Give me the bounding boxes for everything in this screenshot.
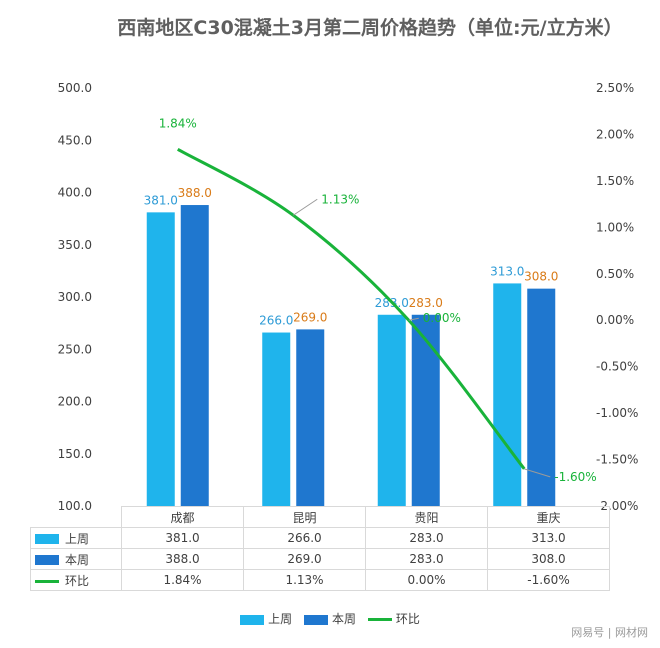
legend-item-wow: 环比	[367, 610, 420, 627]
y-right-tick-label: 1.50%	[596, 174, 634, 188]
y-right-tick-label: 0.00%	[596, 313, 634, 327]
y-left-tick-label: 500.0	[58, 81, 92, 95]
line-label-leader	[408, 317, 419, 321]
table-cell: -1.60%	[487, 569, 610, 591]
legend-label: 上周	[268, 612, 293, 626]
legend-item-last-week: 上周	[240, 610, 292, 627]
bar-data-label-last-week: 266.0	[259, 314, 293, 328]
table-cell: 283.0	[365, 527, 488, 549]
bar-this-week	[527, 288, 556, 506]
y-right-tick-label: 0.50%	[596, 267, 634, 281]
table-row-wow: 环比 1.84% 1.13% 0.00% -1.60%	[30, 569, 610, 591]
line-data-label-wow: 1.84%	[159, 116, 197, 130]
bar-data-label-this-week: 388.0	[178, 186, 212, 200]
y-left-tick-label: 450.0	[58, 133, 92, 147]
y-left-tick-label: 250.0	[58, 342, 92, 356]
table-row-last-week: 上周 381.0 266.0 283.0 313.0	[30, 527, 610, 549]
bar-data-label-this-week: 308.0	[524, 270, 558, 284]
line-wow	[177, 148, 526, 470]
y-right-tick-label: 1.00%	[596, 220, 634, 234]
legend-item-this-week: 本周	[303, 610, 356, 627]
wow-legend-swatch	[367, 618, 392, 621]
line-data-label-wow: 0.00%	[423, 311, 461, 325]
bar-this-week	[411, 314, 440, 506]
this-week-legend-swatch	[303, 614, 328, 625]
table-row-this-week: 本周 388.0 269.0 283.0 308.0	[30, 548, 610, 570]
table-cell: 269.0	[243, 548, 366, 570]
bar-data-label-last-week: 313.0	[490, 264, 524, 278]
bar-data-label-this-week: 269.0	[293, 310, 327, 324]
this-week-swatch	[35, 555, 59, 565]
table-cell: 313.0	[487, 527, 610, 549]
line-label-leader	[524, 468, 551, 478]
bar-data-label-this-week: 283.0	[409, 296, 443, 310]
table-cell: 388.0	[121, 548, 244, 570]
bar-this-week	[296, 329, 325, 506]
y-left-tick-label: 300.0	[58, 290, 92, 304]
table-cell: 283.0	[365, 548, 488, 570]
last-week-swatch	[35, 534, 59, 544]
table-category-header: 重庆	[487, 506, 610, 528]
last-week-legend-swatch	[240, 614, 265, 625]
bar-last-week	[377, 314, 406, 506]
bar-this-week	[180, 205, 209, 507]
table-cell: 381.0	[121, 527, 244, 549]
y-left-tick-label: 200.0	[58, 395, 92, 409]
table-category-header: 成都	[121, 506, 244, 528]
table-row-label: 上周	[30, 527, 122, 549]
table-row-label: 环比	[30, 569, 122, 591]
bar-last-week	[493, 283, 522, 506]
data-table: 成都 昆明 贵阳 重庆 上周 381.0 266.0 283.0 313.0 本…	[30, 506, 610, 591]
table-row-label-text: 环比	[65, 573, 90, 588]
table-category-header: 昆明	[243, 506, 366, 528]
table-row-label: 本周	[30, 548, 122, 570]
y-right-tick-label: -0.50%	[596, 360, 638, 374]
line-label-leader	[292, 198, 318, 216]
y-left-tick-label: 350.0	[58, 238, 92, 252]
y-right-tick-label: 2.50%	[596, 81, 634, 95]
table-row-label-text: 上周	[65, 531, 90, 546]
table-cell: 1.13%	[243, 569, 366, 591]
table-cell: 308.0	[487, 548, 610, 570]
bar-data-label-last-week: 381.0	[144, 193, 178, 207]
bar-last-week	[262, 332, 291, 506]
legend-label: 环比	[395, 612, 420, 626]
table-cell: 1.84%	[121, 569, 244, 591]
table-corner-cell	[30, 506, 122, 528]
line-data-label-wow: 1.13%	[321, 192, 359, 206]
y-left-tick-label: 150.0	[58, 447, 92, 461]
legend-label: 本周	[331, 612, 356, 626]
footer-source: 网易号 | 网材网	[571, 626, 648, 639]
line-data-label-wow: -1.60%	[554, 470, 596, 484]
table-header-row: 成都 昆明 贵阳 重庆	[30, 506, 610, 528]
y-right-tick-label: -1.00%	[596, 406, 638, 420]
y-left-tick-label: 400.0	[58, 186, 92, 200]
y-right-tick-label: -1.50%	[596, 453, 638, 467]
bar-last-week	[146, 212, 175, 507]
y-right-tick-label: 2.00%	[596, 127, 634, 141]
wow-swatch	[35, 579, 59, 583]
table-cell: 0.00%	[365, 569, 488, 591]
table-row-label-text: 本周	[65, 552, 90, 567]
legend: 上周 本周 环比	[0, 610, 660, 627]
chart-title: 西南地区C30混凝土3月第二周价格趋势（单位:元/立方米）	[117, 17, 623, 39]
table-category-header: 贵阳	[365, 506, 488, 528]
table-cell: 266.0	[243, 527, 366, 549]
